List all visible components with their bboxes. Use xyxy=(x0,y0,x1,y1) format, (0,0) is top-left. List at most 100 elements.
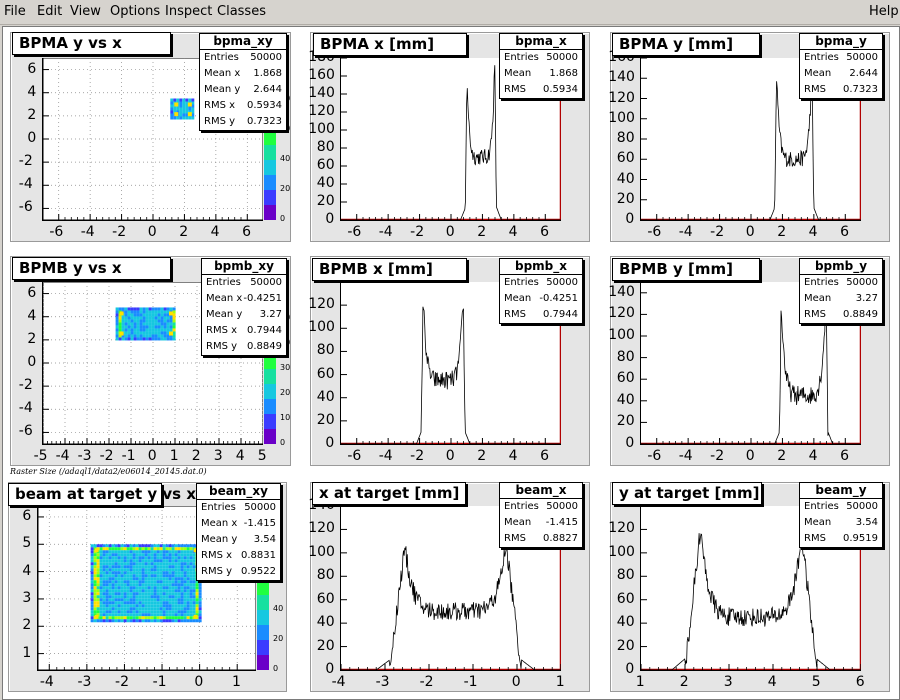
menu-edit[interactable]: Edit xyxy=(37,4,63,19)
heatmap-cell xyxy=(168,568,172,572)
heatmap-cell xyxy=(154,334,158,338)
heatmap-cell xyxy=(90,613,94,617)
heatmap-cell xyxy=(99,604,103,608)
stats-box-beam_y[interactable]: beam_y Entries 50000 Mean 3.54 RMS 0.9519 xyxy=(799,482,883,548)
stats-box-beam_x[interactable]: beam_x Entries 50000 Mean -1.415 RMS 0.8827 xyxy=(499,482,583,548)
heatmap-cell xyxy=(93,607,97,611)
x-tick-label: 0 xyxy=(745,224,755,240)
heatmap-cell xyxy=(177,544,181,548)
heatmap-cell xyxy=(99,577,103,581)
menu-options[interactable]: Options xyxy=(110,4,161,19)
heatmap-cell xyxy=(108,562,112,566)
heatmap-cell xyxy=(118,325,122,329)
menu-view[interactable]: View xyxy=(70,4,101,19)
stats-key: Mean xyxy=(804,293,832,304)
heatmap-cell xyxy=(129,604,133,608)
heatmap-cell xyxy=(99,598,103,602)
heatmap-cell xyxy=(144,550,148,554)
heatmap-cell xyxy=(111,550,115,554)
heatmap-hot-cell xyxy=(119,331,124,336)
heatmap-cell xyxy=(90,598,94,602)
heatmap-cell xyxy=(144,607,148,611)
heatmap-cell xyxy=(121,334,125,338)
heatmap-cell xyxy=(186,544,190,548)
heatmap-cell xyxy=(121,322,125,326)
heatmap-cell xyxy=(198,607,202,611)
heatmap-cell xyxy=(156,580,160,584)
heatmap-cell xyxy=(183,574,187,578)
heatmap-cell xyxy=(159,577,163,581)
stats-value: 0.8849 xyxy=(247,341,282,352)
stats-box-bpma_y[interactable]: bpma_y Entries 50000 Mean 2.644 RMS 0.7323 xyxy=(799,33,883,99)
heatmap-cell xyxy=(170,116,174,120)
heatmap-cell xyxy=(96,556,100,560)
stats-row: Entries 50000 xyxy=(200,50,286,66)
stats-box-bpmb_y[interactable]: bpmb_y Entries 50000 Mean 3.27 RMS 0.8849 xyxy=(799,258,883,324)
heatmap-cell xyxy=(126,547,130,551)
raster-caption: Raster Size (/adaql1/data2/e06014_20145.… xyxy=(10,467,207,476)
heatmap-cell xyxy=(144,595,148,599)
plot-frame-bpmb_xy[interactable] xyxy=(42,282,263,445)
heatmap-cell xyxy=(153,553,157,557)
heatmap-cell xyxy=(99,556,103,560)
heatmap-cell xyxy=(195,586,199,590)
x-tick-label: 2 xyxy=(777,448,787,464)
x-tick-label: -2 xyxy=(710,224,725,240)
heatmap-cell xyxy=(168,598,172,602)
heatmap-cell xyxy=(117,565,121,569)
heatmap-cell xyxy=(165,571,169,575)
heatmap-cell xyxy=(165,556,169,560)
plot-frame-beam_y[interactable] xyxy=(640,506,861,671)
y-tick-label: 40 xyxy=(616,170,635,187)
heatmap-cell xyxy=(129,571,133,575)
heatmap-cell xyxy=(120,613,124,617)
heatmap-cell xyxy=(162,553,166,557)
menu-inspect[interactable]: Inspect xyxy=(165,4,213,19)
heatmap-cell xyxy=(138,598,142,602)
y-tick-label: 140 xyxy=(608,283,635,300)
heatmap-cell xyxy=(153,619,157,623)
heatmap-cell xyxy=(159,559,163,563)
heatmap-cell xyxy=(186,589,190,593)
heatmap-cell xyxy=(127,325,131,329)
stats-title: bpma_x xyxy=(500,34,582,50)
heatmap-cell xyxy=(133,319,137,323)
heatmap-cell xyxy=(173,110,177,114)
stats-box-bpma_xy[interactable]: bpma_xy Entries 50000 Mean x 1.868 Mean y 2.64… xyxy=(199,33,287,131)
heatmap-cell xyxy=(135,565,139,569)
heatmap-cell xyxy=(133,307,137,311)
heatmap-cell xyxy=(132,562,136,566)
y-tick-label: 140 xyxy=(608,69,635,86)
heatmap-cell xyxy=(114,613,118,617)
menu-file[interactable]: File xyxy=(4,4,26,19)
heatmap-cell xyxy=(138,592,142,596)
heatmap-cell xyxy=(136,313,140,317)
stats-box-bpmb_xy[interactable]: bpmb_xy Entries 50000 Mean x -0.4251 Mean y 3.… xyxy=(201,258,287,356)
heatmap-cell xyxy=(150,559,154,563)
heatmap-cell xyxy=(174,592,178,596)
plot-frame-bpmb_y[interactable] xyxy=(640,282,861,445)
heatmap-cell xyxy=(114,586,118,590)
stats-key: Mean x xyxy=(204,68,241,79)
heatmap-cell xyxy=(130,322,134,326)
heatmap-cell xyxy=(189,586,193,590)
heatmap-cell xyxy=(124,328,128,332)
menu-classes[interactable]: Classes xyxy=(217,4,266,19)
heatmap-cell xyxy=(130,325,134,329)
menu-help[interactable]: Help xyxy=(869,4,899,19)
x-tick-label: 0 xyxy=(445,448,455,464)
heatmap-cell xyxy=(156,601,160,605)
stats-box-bpmb_x[interactable]: bpmb_x Entries 50000 Mean -0.4251 RMS 0.7944 xyxy=(499,258,583,324)
heatmap-cell xyxy=(153,544,157,548)
heatmap-cell xyxy=(162,613,166,617)
stats-key: Entries xyxy=(201,502,236,513)
heatmap-cell xyxy=(198,580,202,584)
heatmap-cell xyxy=(159,586,163,590)
heatmap-cell xyxy=(156,619,160,623)
x-tick-label: -2 xyxy=(115,674,130,690)
stats-box-bpma_x[interactable]: bpma_x Entries 50000 Mean 1.868 RMS 0.5934 xyxy=(499,33,583,99)
stats-box-beam_xy[interactable]: beam_xy Entries 50000 Mean x -1.415 Mean y 3.5… xyxy=(196,483,281,581)
stats-row: Mean 1.868 xyxy=(500,66,582,82)
heatmap-cell xyxy=(150,595,154,599)
heatmap-cell xyxy=(173,98,177,102)
